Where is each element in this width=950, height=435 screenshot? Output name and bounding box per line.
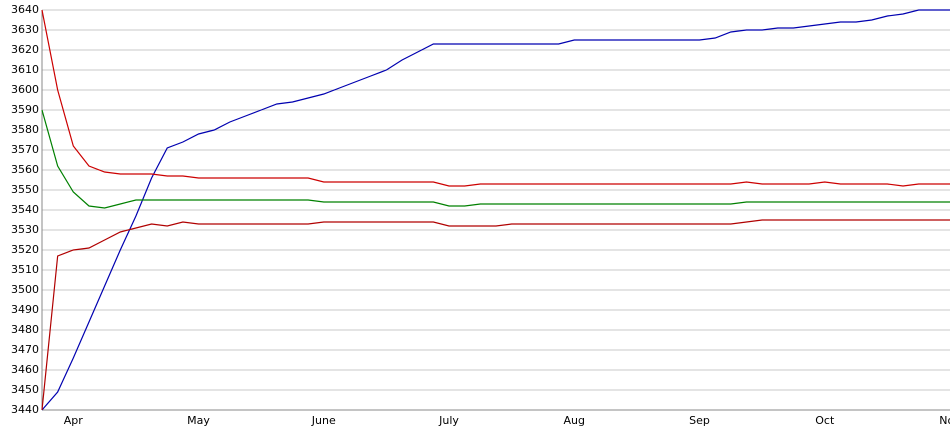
y-tick-label: 3570 [11, 143, 39, 156]
y-tick-label: 3500 [11, 283, 39, 296]
y-tick-label: 3620 [11, 43, 39, 56]
x-tick-label: Apr [64, 414, 84, 427]
y-tick-label: 3630 [11, 23, 39, 36]
y-tick-label: 3460 [11, 363, 39, 376]
x-tick-label: June [311, 414, 336, 427]
y-tick-label: 3580 [11, 123, 39, 136]
y-tick-label: 3490 [11, 303, 39, 316]
y-tick-label: 3560 [11, 163, 39, 176]
x-tick-label: Oct [815, 414, 835, 427]
y-tick-label: 3540 [11, 203, 39, 216]
y-tick-label: 3530 [11, 223, 39, 236]
y-tick-label: 3510 [11, 263, 39, 276]
y-tick-label: 3600 [11, 83, 39, 96]
series-line [41, 9, 950, 187]
y-tick-label: 3590 [11, 103, 39, 116]
series-line [41, 219, 950, 411]
y-tick-label: 3450 [11, 383, 39, 396]
y-tick-label: 3480 [11, 323, 39, 336]
series-line [41, 9, 950, 411]
y-tick-label: 3550 [11, 183, 39, 196]
x-tick-label: Nov [939, 414, 950, 427]
y-tick-label: 3440 [11, 403, 39, 416]
y-tick-label: 3640 [11, 3, 39, 16]
y-tick-label: 3470 [11, 343, 39, 356]
y-tick-label: 3520 [11, 243, 39, 256]
x-tick-label: Sep [689, 414, 710, 427]
x-tick-label: July [438, 414, 459, 427]
x-tick-label: Aug [564, 414, 585, 427]
y-tick-label: 3610 [11, 63, 39, 76]
x-tick-label: May [187, 414, 210, 427]
series-line [41, 109, 950, 209]
